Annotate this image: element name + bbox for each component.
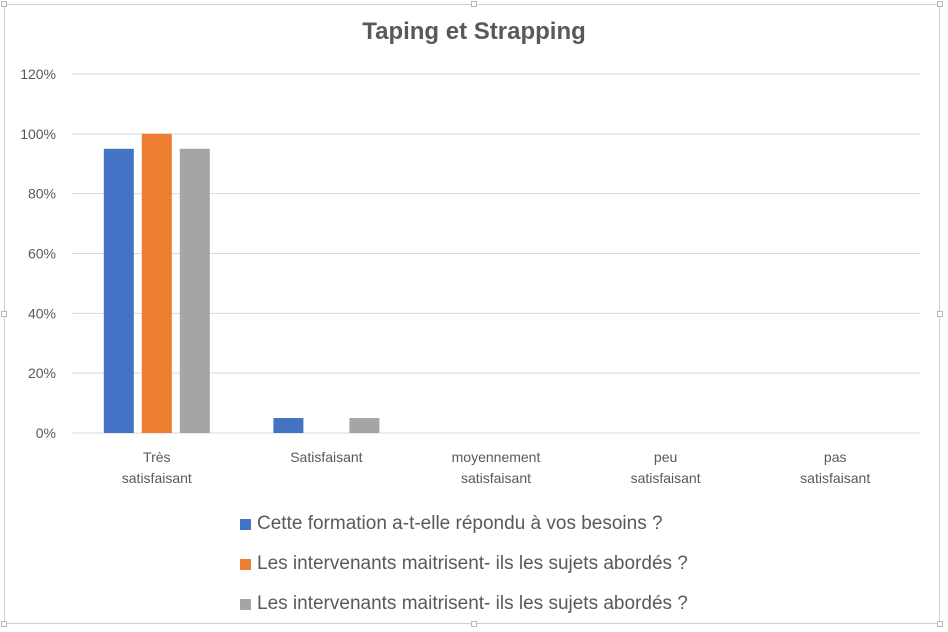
legend-label: Les intervenants maitrisent- ils les suj… [257, 593, 688, 614]
resize-handle-bottom-right[interactable] [937, 621, 943, 627]
bar-series-3-category-1[interactable] [179, 148, 210, 433]
y-tick-label: 40% [28, 305, 56, 321]
y-tick-label: 20% [28, 365, 56, 381]
y-tick-label: 80% [28, 186, 56, 202]
bar-series-1-category-1[interactable] [103, 148, 134, 433]
legend-swatch [240, 558, 251, 570]
x-tick-label: peu satisfaisant [631, 449, 701, 486]
resize-handle-bottom-left[interactable] [1, 621, 7, 627]
gridlines [72, 73, 920, 434]
x-axis-ticks: Très satisfaisant Satisfaisant moyennement s… [122, 449, 871, 486]
legend-item[interactable]: Cette formation a-t-elle répondu à vos b… [240, 504, 880, 544]
legend-item[interactable]: Les intervenants maitrisent- ils les suj… [240, 584, 880, 624]
bar-series-3-category-2[interactable] [349, 418, 380, 433]
legend-item[interactable]: Les intervenants maitrisent- ils les suj… [240, 544, 880, 584]
x-tick-label: moyennement satisfaisant [452, 449, 541, 486]
legend-swatch [240, 598, 251, 610]
chart-title: Taping et Strapping [362, 18, 586, 45]
x-tick-label: pas satisfaisant [800, 449, 870, 486]
legend-swatch [240, 518, 251, 530]
legend-label: Cette formation a-t-elle répondu à vos b… [257, 513, 663, 534]
resize-handle-middle-left[interactable] [1, 311, 7, 317]
y-tick-label: 100% [20, 126, 56, 142]
bar-series-2-category-1[interactable] [141, 133, 172, 434]
bar-chart: 0% 20% 40% 60% 80% 100% 120% Très satisfaisant S… [20, 66, 920, 486]
resize-handle-top-center[interactable] [471, 1, 477, 7]
y-tick-label: 60% [28, 246, 56, 262]
bar-series-1-category-2[interactable] [273, 418, 304, 433]
y-tick-label: 120% [20, 66, 56, 82]
resize-handle-top-right[interactable] [937, 1, 943, 7]
x-tick-label: Très satisfaisant [122, 449, 192, 486]
bars [103, 133, 380, 434]
resize-handle-middle-right[interactable] [937, 311, 943, 317]
legend: Cette formation a-t-elle répondu à vos b… [240, 504, 880, 624]
resize-handle-bottom-center[interactable] [471, 621, 477, 627]
x-tick-label: Satisfaisant [290, 449, 362, 465]
legend-label: Les intervenants maitrisent- ils les suj… [257, 553, 688, 574]
y-axis-ticks: 0% 20% 40% 60% 80% 100% 120% [20, 66, 56, 441]
y-tick-label: 0% [36, 425, 56, 441]
resize-handle-top-left[interactable] [1, 1, 7, 7]
